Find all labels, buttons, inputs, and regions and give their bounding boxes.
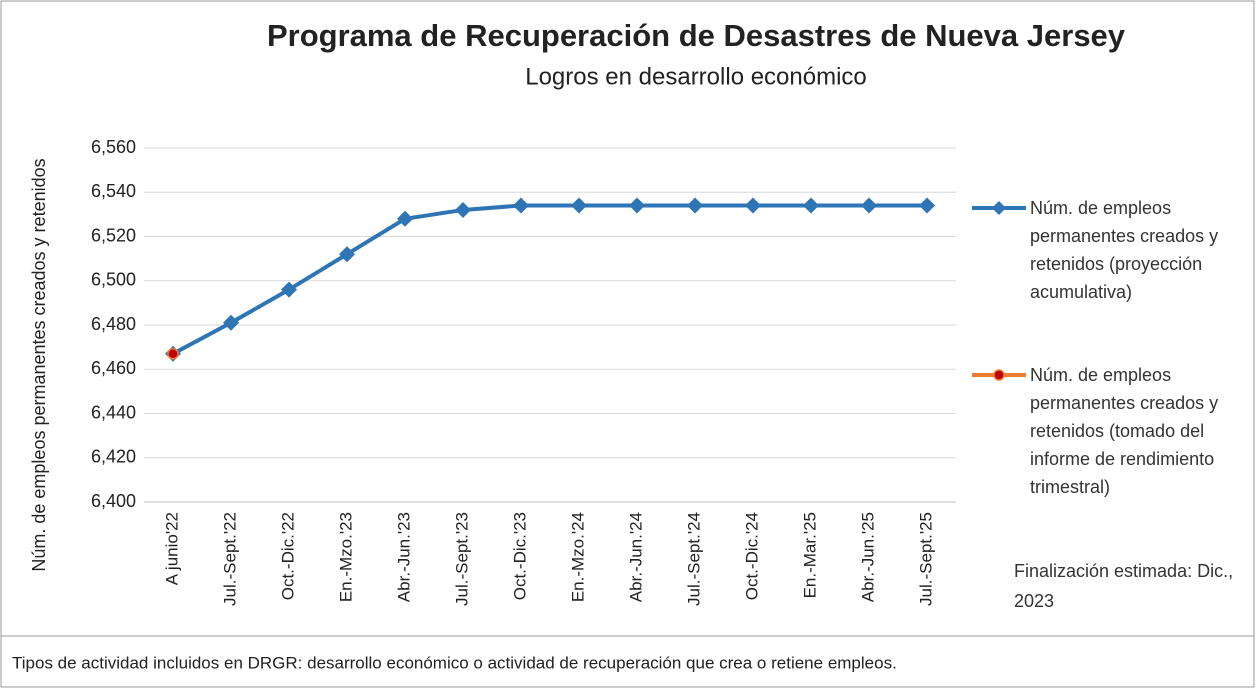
marker [455, 201, 471, 218]
chart-subtitle: Logros en desarrollo económico [525, 63, 867, 90]
marker [339, 246, 355, 263]
x-tick-label: Abr.-Jun.'23 [394, 512, 413, 602]
y-tick-label: 6,560 [91, 137, 136, 157]
legend-marker [992, 201, 1006, 215]
x-tick-label: Oct.-Dic.'23 [510, 512, 529, 600]
y-tick-label: 6,480 [91, 314, 136, 334]
legend-label: Núm. de empleos permanentes creados y re… [1030, 198, 1219, 302]
legend-label: Núm. de empleos permanentes creados y re… [1030, 365, 1219, 497]
marker [167, 348, 179, 360]
y-axis-label: Núm. de empleos permanentes creados y re… [29, 158, 49, 571]
x-tick-label: En.-Mzo.'23 [336, 512, 355, 602]
y-tick-label: 6,400 [91, 491, 136, 511]
series-line [172, 203, 927, 356]
x-tick-label: Jul.-Sept.'24 [684, 512, 703, 606]
marker [397, 210, 413, 227]
marker [571, 197, 587, 214]
x-tick-label: Jul.-Sept.'22 [220, 512, 239, 606]
marker [745, 197, 761, 214]
x-tick-label: Oct.-Dic.'24 [742, 512, 761, 600]
x-tick-label: Jul.-Sept.'25 [916, 512, 935, 606]
marker [629, 197, 645, 214]
x-tick-label: Oct.-Dic.'22 [278, 512, 297, 600]
x-tick-label: En.-Mzo.'24 [568, 512, 587, 602]
marker [919, 197, 935, 214]
y-tick-label: 6,440 [91, 402, 136, 422]
y-tick-label: 6,500 [91, 270, 136, 290]
y-tick-label: 6,540 [91, 181, 136, 201]
y-tick-label: 6,520 [91, 225, 136, 245]
x-tick-label: En.-Mar.'25 [800, 512, 819, 598]
marker [861, 197, 877, 214]
marker [687, 197, 703, 214]
x-tick-label: Abr.-Jun.'25 [858, 512, 877, 602]
x-tick-label: A junio'22 [162, 512, 181, 585]
annotation: Finalización estimada: Dic., 2023 [1014, 561, 1234, 611]
x-tick-label: Abr.-Jun.'24 [626, 512, 645, 602]
y-tick-label: 6,460 [91, 358, 136, 378]
marker [281, 281, 297, 298]
legend-marker [993, 369, 1005, 381]
x-tick-label: Jul.-Sept.'23 [452, 512, 471, 606]
y-tick-label: 6,420 [91, 447, 136, 467]
marker [513, 197, 529, 214]
footnote: Tipos de actividad incluidos en DRGR: de… [12, 653, 897, 672]
marker [223, 314, 239, 331]
marker [803, 197, 819, 214]
chart-title: Programa de Recuperación de Desastres de… [267, 18, 1126, 53]
